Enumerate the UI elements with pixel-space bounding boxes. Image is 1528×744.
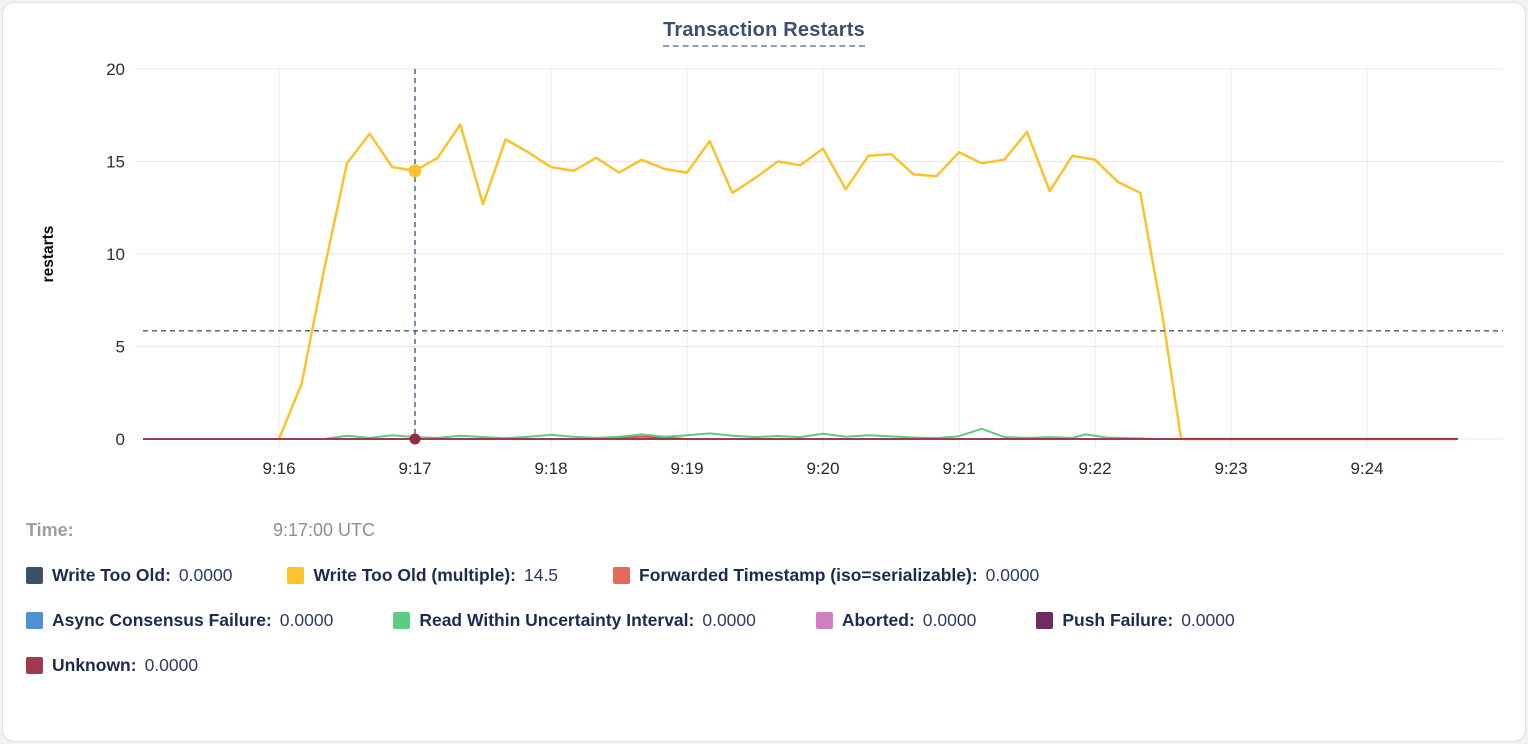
hover-dot — [409, 433, 421, 445]
series-line-read-within-uncertainty-interval — [324, 427, 1458, 440]
legend-swatch — [613, 567, 631, 584]
x-tick-label: 9:20 — [806, 459, 839, 478]
legend-value: 0.0000 — [279, 610, 334, 630]
legend-item: Write Too Old (multiple): 14.5 — [287, 565, 558, 586]
transaction-restarts-chart[interactable]: 0 5 10 15 20 9:16 9:17 9:18 9:19 9:20 9:21 9:22 9:23… — [3, 47, 1526, 492]
legend-swatch — [287, 567, 305, 584]
y-tick-label: 15 — [106, 153, 125, 172]
y-tick-label: 20 — [106, 60, 125, 79]
legend-label: Write Too Old (multiple): — [313, 565, 516, 585]
x-tick-label: 9:16 — [262, 459, 295, 478]
x-tick-label: 9:19 — [670, 459, 703, 478]
y-axis-label: restarts — [40, 226, 57, 283]
legend-value: 0.0000 — [178, 565, 233, 585]
legend-row: Write Too Old: 0.0000 Write Too Old (multi… — [26, 565, 1502, 586]
legend-value: 0.0000 — [985, 565, 1040, 585]
legend: Write Too Old: 0.0000 Write Too Old (multi… — [3, 565, 1525, 676]
legend-value: 0.0000 — [922, 610, 977, 630]
hover-time-value: 9:17:00 UTC — [273, 520, 376, 540]
legend-swatch — [26, 612, 43, 629]
hover-dot — [408, 164, 422, 178]
legend-swatch — [393, 612, 411, 629]
legend-value: 0.0000 — [702, 610, 756, 630]
x-tick-label: 9:17 — [398, 459, 431, 478]
chart-title[interactable]: Transaction Restarts — [663, 19, 865, 47]
legend-label: Push Failure: — [1062, 610, 1174, 630]
series-line-write-too-old-multiple- — [277, 123, 1458, 441]
legend-item: Write Too Old: 0.0000 — [26, 565, 232, 586]
legend-value: 0.0000 — [1181, 610, 1235, 630]
y-tick-label: 10 — [106, 245, 125, 264]
x-tick-label: 9:18 — [534, 459, 567, 478]
legend-label: Write Too Old: — [52, 565, 171, 585]
legend-item: Aborted: 0.0000 — [815, 610, 977, 631]
legend-item: Async Consensus Failure: 0.0000 — [26, 610, 333, 631]
legend-swatch — [815, 612, 833, 629]
legend-swatch — [1036, 612, 1054, 629]
legend-item: Forwarded Timestamp (iso=serializable): 0… — [613, 565, 1039, 586]
x-tick-label: 9:22 — [1078, 459, 1111, 478]
y-tick-label: 5 — [116, 338, 125, 357]
chart-header: Transaction Restarts — [3, 3, 1525, 47]
legend-value: 0.0000 — [144, 655, 199, 675]
legend-item: Unknown: 0.0000 — [26, 655, 198, 676]
legend-swatch — [26, 657, 43, 674]
legend-swatch — [26, 567, 43, 584]
legend-label: Read Within Uncertainty Interval: — [419, 610, 695, 630]
hover-time-row: Time: 9:17:00 UTC — [3, 520, 1525, 541]
x-tick-label: 9:23 — [1214, 459, 1247, 478]
legend-label: Unknown: — [52, 655, 137, 675]
x-tick-label: 9:24 — [1350, 459, 1383, 478]
x-tick-label: 9:21 — [942, 459, 975, 478]
hover-time-label: Time: — [26, 520, 74, 540]
legend-row: Unknown: 0.0000 — [26, 655, 1502, 676]
legend-value: 14.5 — [523, 565, 559, 585]
legend-label: Forwarded Timestamp (iso=serializable): — [639, 565, 978, 585]
legend-item: Read Within Uncertainty Interval: 0.0000 — [393, 610, 756, 631]
legend-label: Async Consensus Failure: — [52, 610, 272, 630]
legend-item: Push Failure: 0.0000 — [1036, 610, 1235, 631]
legend-label: Aborted: — [841, 610, 915, 630]
y-tick-label: 0 — [116, 430, 125, 449]
legend-row: Async Consensus Failure: 0.0000 Read Withi… — [26, 610, 1502, 631]
